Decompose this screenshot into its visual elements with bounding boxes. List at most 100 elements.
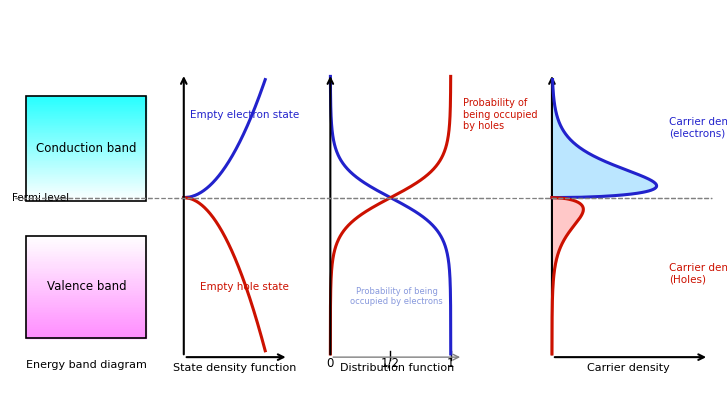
Bar (25, 295, 145, 297)
Text: State density function: State density function (173, 363, 297, 373)
Bar (25, 326, 145, 328)
Bar (25, 152, 145, 153)
Bar (25, 294, 145, 295)
Bar (25, 141, 145, 143)
Bar (25, 176, 145, 178)
Bar (25, 160, 145, 162)
Bar (25, 155, 145, 157)
Bar (25, 122, 145, 124)
Bar (25, 287, 145, 289)
Bar (25, 117, 145, 118)
Bar (25, 150, 145, 152)
Bar (25, 324, 145, 326)
Bar (25, 263, 145, 265)
Bar (25, 196, 145, 197)
Bar (25, 279, 145, 280)
Bar (25, 253, 145, 255)
Bar (25, 302, 145, 304)
Bar (25, 192, 145, 194)
Bar (25, 127, 145, 129)
Bar (25, 248, 145, 249)
Bar (25, 153, 145, 155)
Bar (25, 178, 145, 180)
Bar (25, 292, 145, 294)
Bar (25, 175, 145, 176)
Text: Probability of
being occupied
by holes: Probability of being occupied by holes (463, 98, 537, 131)
Text: Conduction band: Conduction band (36, 142, 137, 155)
Bar (25, 243, 145, 245)
Bar (25, 104, 145, 106)
Bar (25, 275, 145, 277)
Bar (25, 314, 145, 316)
Bar (25, 183, 145, 185)
Bar (25, 304, 145, 306)
Bar (25, 162, 145, 164)
Bar (25, 268, 145, 270)
Bar (25, 333, 145, 335)
Bar (25, 283, 145, 285)
Text: Fermi level: Fermi level (12, 193, 69, 202)
Bar (25, 301, 145, 302)
Text: Energy band diagram: Energy band diagram (26, 360, 147, 370)
Bar (25, 113, 145, 115)
Bar (25, 299, 145, 301)
Bar (25, 285, 145, 287)
Bar (25, 133, 145, 134)
Bar (25, 124, 145, 126)
Bar (25, 120, 145, 122)
Bar (25, 103, 145, 104)
Bar (25, 171, 145, 173)
Bar (25, 166, 145, 167)
Bar (25, 136, 145, 138)
Bar (25, 167, 145, 169)
Bar (25, 96, 145, 201)
Bar (25, 126, 145, 127)
Text: Carrier density
(electrons): Carrier density (electrons) (669, 117, 727, 138)
Bar (25, 331, 145, 333)
Bar (25, 255, 145, 256)
Bar (25, 173, 145, 175)
Bar (25, 261, 145, 263)
Bar (25, 194, 145, 196)
Bar (25, 129, 145, 130)
Bar (25, 139, 145, 141)
Bar (25, 164, 145, 166)
Bar (25, 169, 145, 171)
Bar (25, 321, 145, 323)
Bar (25, 187, 145, 189)
Bar (25, 115, 145, 117)
Bar (25, 330, 145, 331)
Bar (25, 182, 145, 183)
Bar (25, 180, 145, 182)
Bar (25, 272, 145, 273)
Bar (25, 319, 145, 321)
Bar (25, 256, 145, 258)
Bar (25, 290, 145, 292)
Text: 0: 0 (326, 357, 334, 370)
Bar (25, 308, 145, 309)
Text: Empty electron state: Empty electron state (190, 110, 299, 120)
Bar (25, 249, 145, 251)
Bar (25, 143, 145, 145)
Bar (25, 270, 145, 272)
Bar (25, 146, 145, 148)
Bar (25, 96, 145, 97)
Bar (25, 267, 145, 268)
Bar (25, 297, 145, 299)
Text: Distribution function: Distribution function (340, 363, 454, 373)
Bar (25, 245, 145, 246)
Bar (25, 258, 145, 260)
Bar (25, 134, 145, 136)
Bar (25, 280, 145, 282)
Bar (25, 101, 145, 103)
Bar (25, 138, 145, 139)
Text: Probability of being
occupied by electrons: Probability of being occupied by electro… (350, 287, 443, 306)
Bar (25, 190, 145, 192)
Bar (25, 316, 145, 317)
Bar (25, 241, 145, 243)
Bar (25, 317, 145, 319)
Text: Carrier density: Carrier density (587, 363, 670, 373)
Bar (25, 106, 145, 108)
Bar (25, 130, 145, 133)
Bar (25, 99, 145, 101)
